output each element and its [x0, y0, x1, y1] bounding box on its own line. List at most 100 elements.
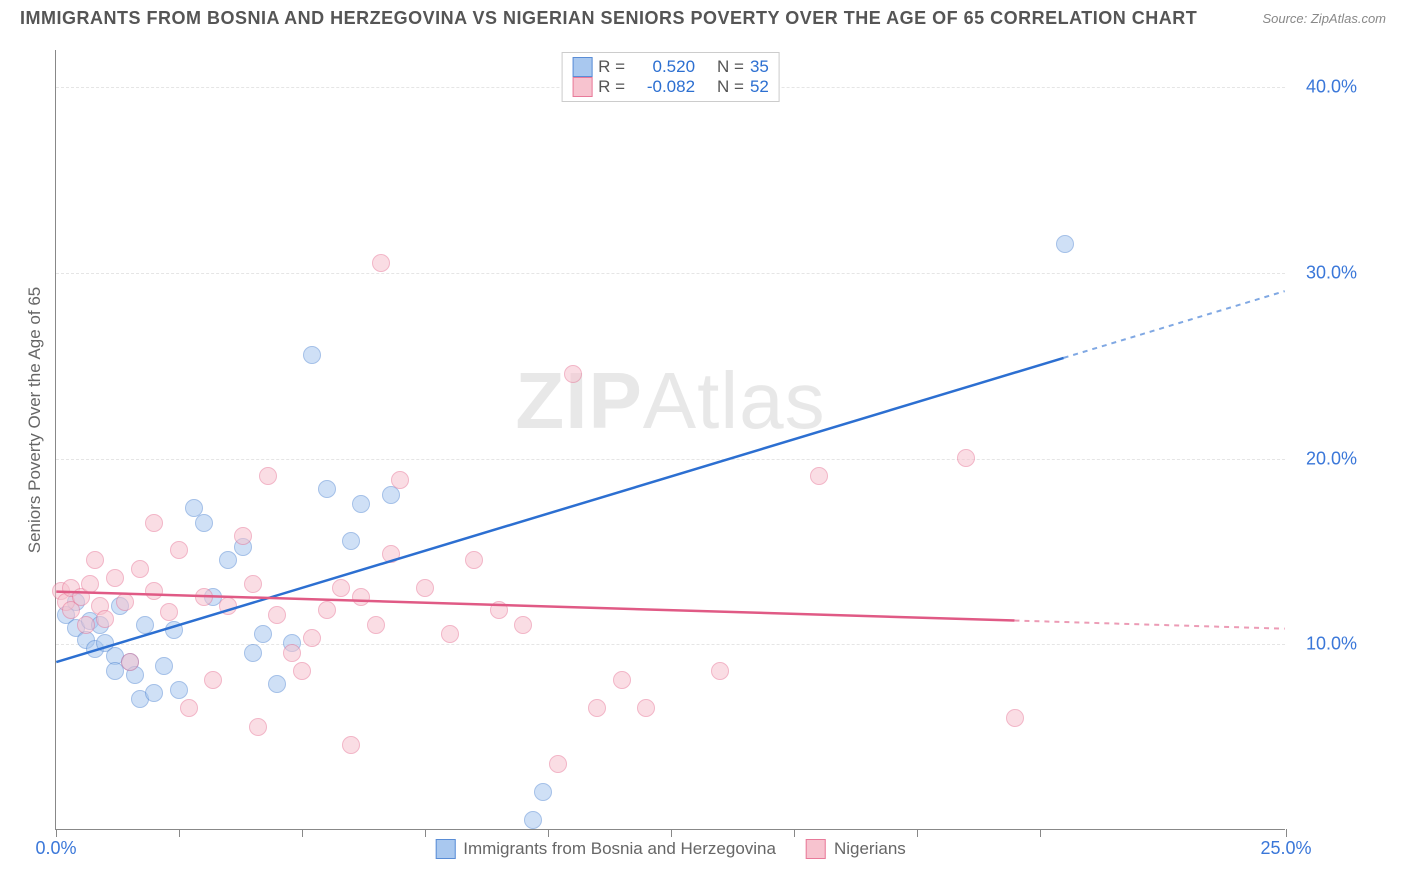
- scatter-point: [637, 699, 655, 717]
- legend-item: Nigerians: [806, 839, 906, 859]
- correlation-legend: R =0.520N =35R =-0.082N =52: [561, 52, 780, 102]
- watermark: ZIPAtlas: [515, 355, 825, 447]
- gridline: [56, 273, 1285, 274]
- scatter-point: [416, 579, 434, 597]
- chart-title: IMMIGRANTS FROM BOSNIA AND HERZEGOVINA V…: [20, 8, 1197, 29]
- scatter-point: [318, 601, 336, 619]
- scatter-point: [254, 625, 272, 643]
- series-legend: Immigrants from Bosnia and Herzegovina Ni…: [435, 839, 906, 859]
- scatter-point: [155, 657, 173, 675]
- scatter-point: [465, 551, 483, 569]
- scatter-point: [180, 699, 198, 717]
- scatter-point: [244, 644, 262, 662]
- scatter-point: [259, 467, 277, 485]
- scatter-point: [81, 575, 99, 593]
- source-label: Source: ZipAtlas.com: [1262, 11, 1386, 26]
- y-tick-label: 40.0%: [1297, 77, 1357, 98]
- scatter-point: [352, 495, 370, 513]
- scatter-point: [131, 560, 149, 578]
- scatter-point: [318, 480, 336, 498]
- scatter-point: [441, 625, 459, 643]
- scatter-point: [145, 514, 163, 532]
- scatter-point: [332, 579, 350, 597]
- legend-row: R =0.520N =35: [572, 57, 769, 77]
- scatter-point: [534, 783, 552, 801]
- chart-plot-area: ZIPAtlas R =0.520N =35R =-0.082N =52 Imm…: [55, 50, 1285, 830]
- scatter-point: [549, 755, 567, 773]
- legend-swatch: [806, 839, 826, 859]
- x-tick-label: 25.0%: [1260, 838, 1311, 859]
- legend-row: R =-0.082N =52: [572, 77, 769, 97]
- scatter-point: [165, 621, 183, 639]
- scatter-point: [204, 671, 222, 689]
- scatter-point: [303, 629, 321, 647]
- scatter-point: [96, 610, 114, 628]
- x-tick: [1040, 829, 1041, 837]
- scatter-point: [268, 675, 286, 693]
- scatter-point: [136, 616, 154, 634]
- scatter-point: [303, 346, 321, 364]
- r-value: 0.520: [631, 57, 695, 77]
- scatter-point: [219, 551, 237, 569]
- y-axis-label: Seniors Poverty Over the Age of 65: [25, 287, 45, 553]
- scatter-point: [283, 644, 301, 662]
- scatter-point: [86, 551, 104, 569]
- scatter-point: [170, 681, 188, 699]
- x-tick: [302, 829, 303, 837]
- legend-series-name: Immigrants from Bosnia and Herzegovina: [463, 839, 776, 859]
- scatter-point: [810, 467, 828, 485]
- y-tick-label: 10.0%: [1297, 634, 1357, 655]
- scatter-point: [219, 597, 237, 615]
- r-value: -0.082: [631, 77, 695, 97]
- scatter-point: [588, 699, 606, 717]
- legend-item: Immigrants from Bosnia and Herzegovina: [435, 839, 776, 859]
- scatter-point: [249, 718, 267, 736]
- y-tick-label: 30.0%: [1297, 262, 1357, 283]
- scatter-point: [490, 601, 508, 619]
- scatter-point: [564, 365, 582, 383]
- legend-swatch: [572, 57, 592, 77]
- x-tick: [794, 829, 795, 837]
- x-tick: [548, 829, 549, 837]
- scatter-point: [170, 541, 188, 559]
- x-tick: [425, 829, 426, 837]
- scatter-point: [145, 684, 163, 702]
- scatter-point: [352, 588, 370, 606]
- scatter-point: [116, 593, 134, 611]
- x-tick: [56, 829, 57, 837]
- x-tick: [1286, 829, 1287, 837]
- legend-series-name: Nigerians: [834, 839, 906, 859]
- scatter-point: [106, 569, 124, 587]
- y-tick-label: 20.0%: [1297, 448, 1357, 469]
- scatter-point: [77, 616, 95, 634]
- x-tick: [917, 829, 918, 837]
- scatter-point: [711, 662, 729, 680]
- scatter-point: [160, 603, 178, 621]
- x-tick: [671, 829, 672, 837]
- scatter-point: [1006, 709, 1024, 727]
- legend-swatch: [435, 839, 455, 859]
- scatter-point: [145, 582, 163, 600]
- scatter-point: [342, 532, 360, 550]
- scatter-point: [957, 449, 975, 467]
- r-label: R =: [598, 57, 625, 77]
- scatter-point: [195, 588, 213, 606]
- scatter-point: [391, 471, 409, 489]
- scatter-point: [367, 616, 385, 634]
- n-value: 35: [750, 57, 769, 77]
- x-tick-label: 0.0%: [35, 838, 76, 859]
- scatter-point: [234, 527, 252, 545]
- scatter-point: [524, 811, 542, 829]
- x-tick: [179, 829, 180, 837]
- scatter-point: [244, 575, 262, 593]
- scatter-point: [121, 653, 139, 671]
- trend-lines: [56, 50, 1285, 829]
- n-value: 52: [750, 77, 769, 97]
- scatter-point: [293, 662, 311, 680]
- scatter-point: [1056, 235, 1074, 253]
- scatter-point: [372, 254, 390, 272]
- scatter-point: [342, 736, 360, 754]
- scatter-point: [268, 606, 286, 624]
- scatter-point: [613, 671, 631, 689]
- n-label: N =: [717, 77, 744, 97]
